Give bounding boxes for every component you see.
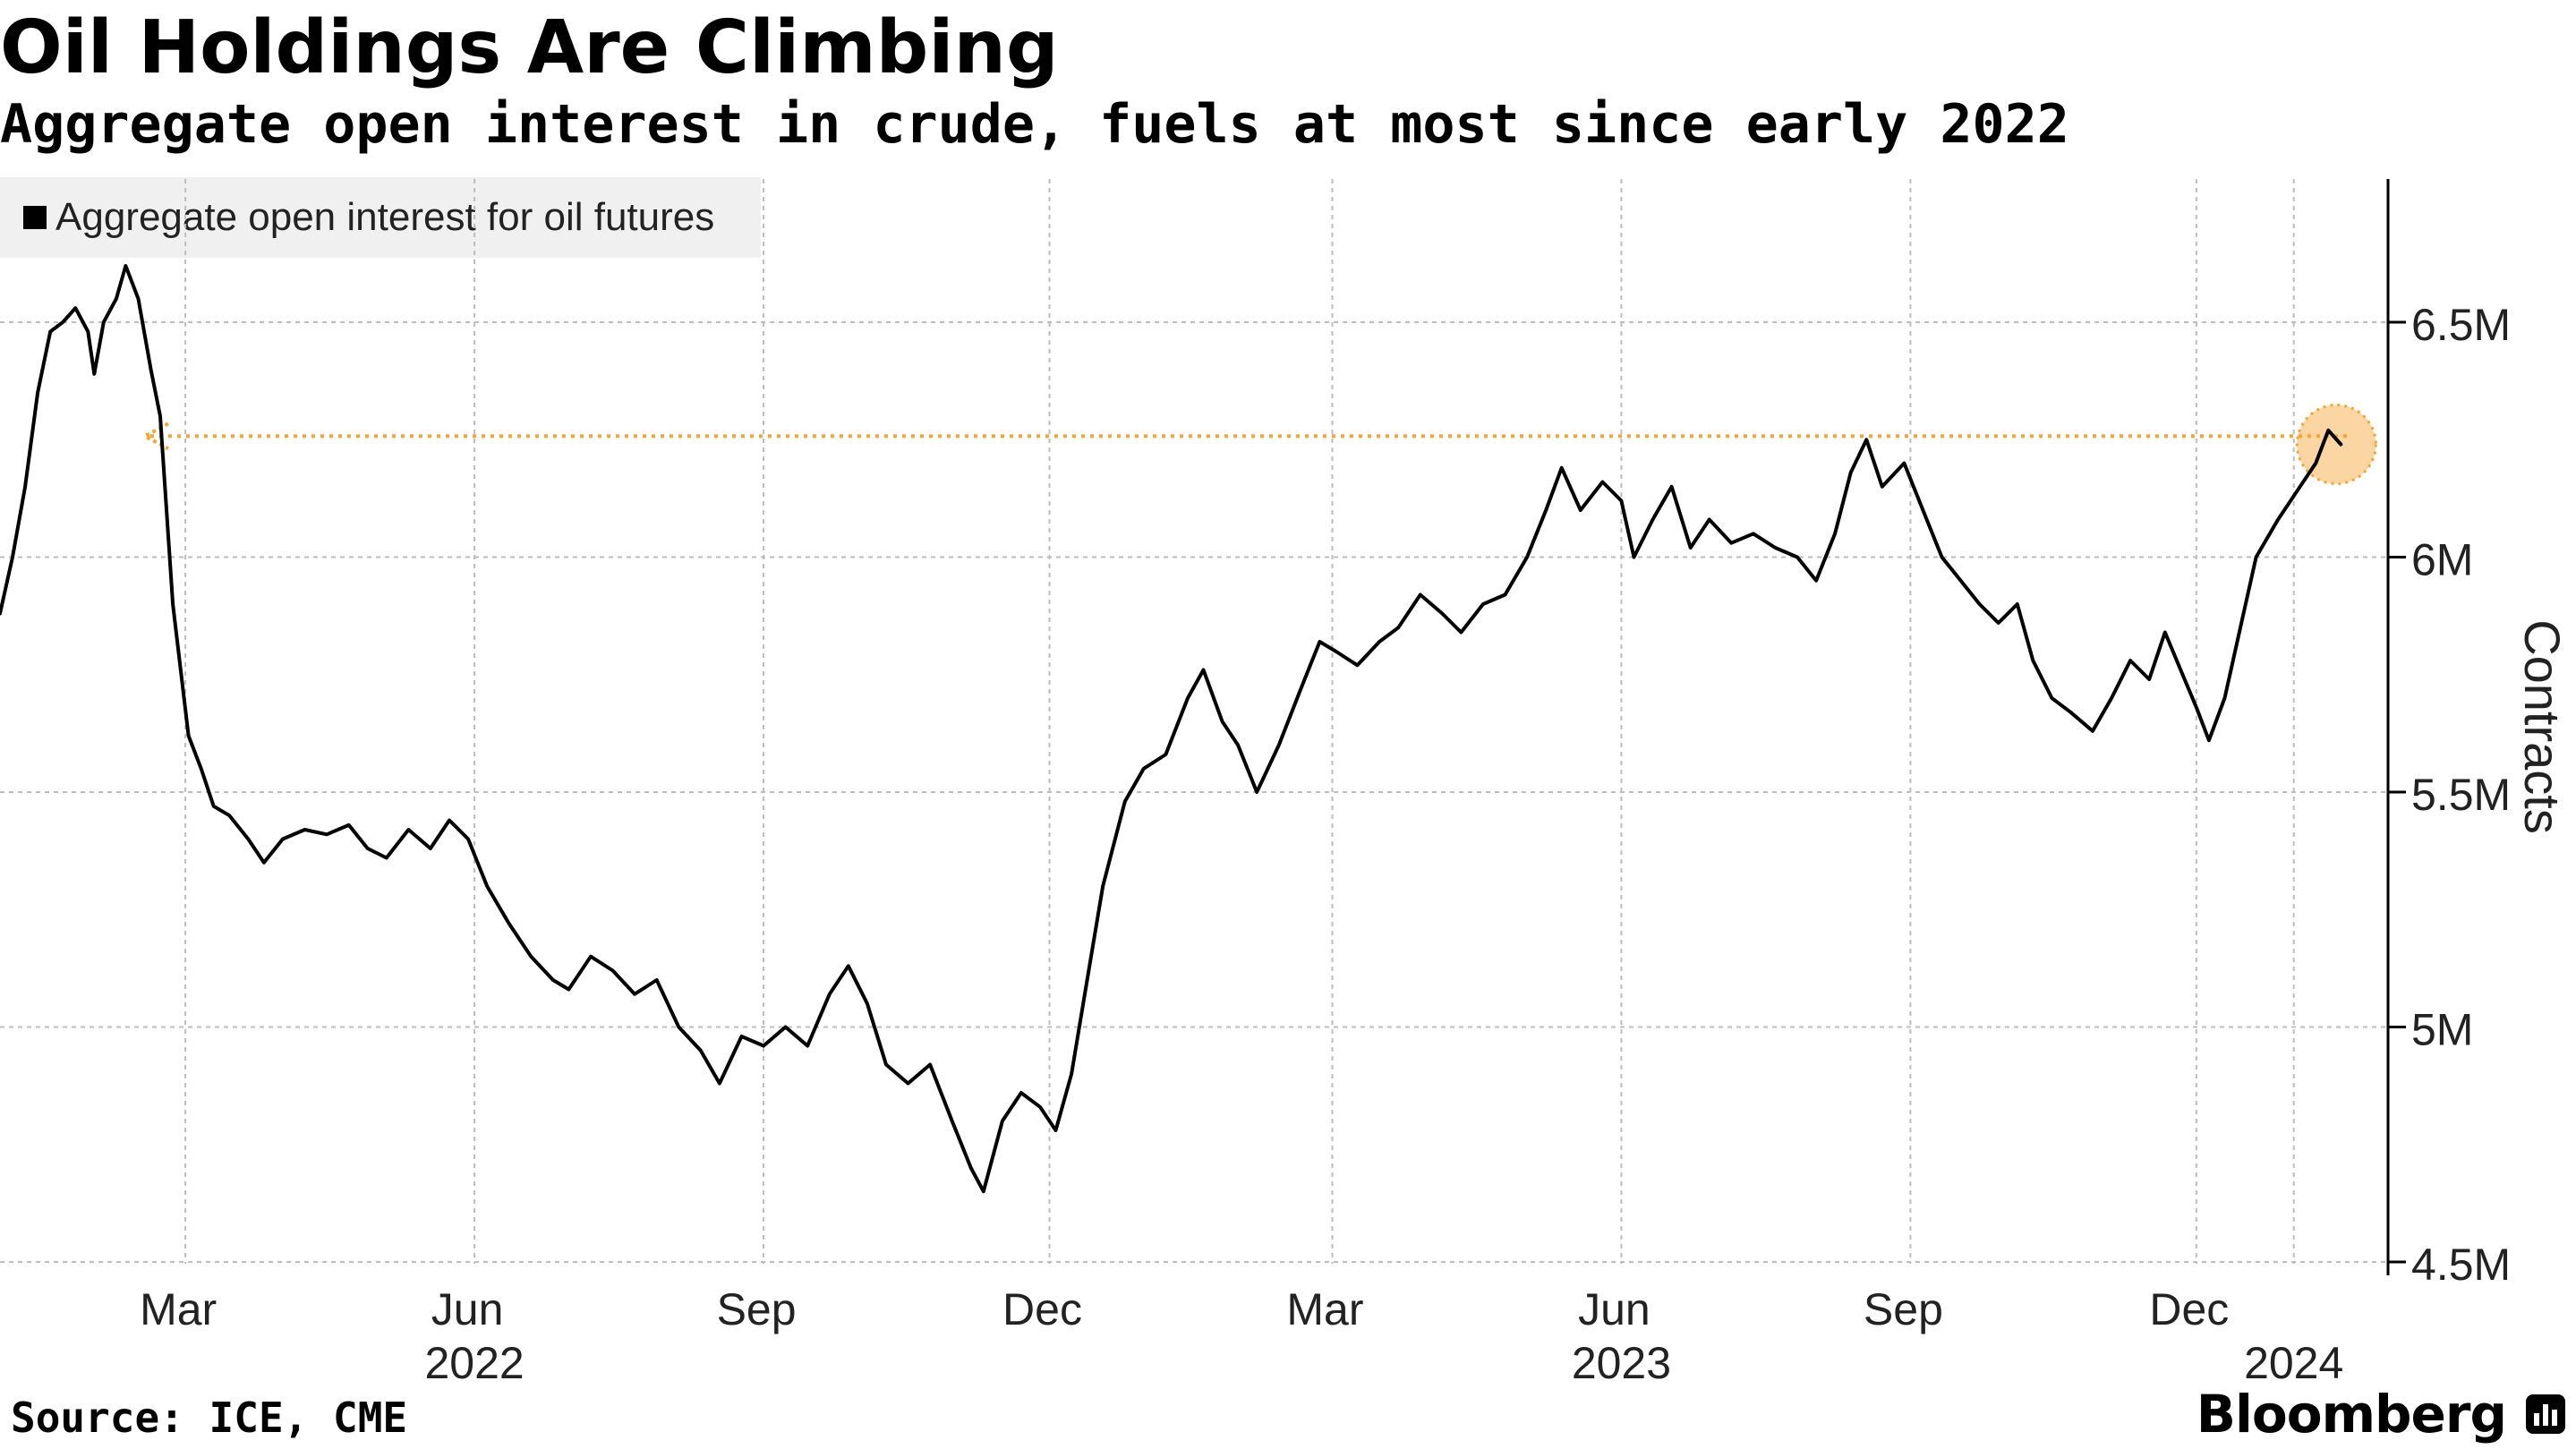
- reference-arrowhead: [141, 422, 169, 451]
- annotation: [141, 404, 2377, 485]
- y-tick-label: 4.5M: [2411, 1240, 2511, 1290]
- grid: [0, 179, 2388, 1264]
- series-group: [0, 264, 2343, 1194]
- x-tick-label: Dec: [1002, 1284, 1082, 1334]
- x-tick-label: Jun: [1578, 1284, 1651, 1334]
- x-year-label: 2024: [2244, 1338, 2343, 1388]
- y-tick-label: 5.5M: [2411, 770, 2511, 820]
- chart-title: Oil Holdings Are Climbing: [0, 5, 1059, 90]
- x-year-label: 2023: [1572, 1338, 1671, 1388]
- bloomberg-chart-icon: [2526, 1394, 2565, 1434]
- x-tick-label: Jun: [431, 1284, 504, 1334]
- source-note: Source: ICE, CME: [11, 1394, 408, 1442]
- brand-logo: Bloomberg: [2196, 1384, 2507, 1445]
- y-tick-label: 6M: [2411, 535, 2473, 585]
- y-axis: 4.5M 5M 5.5M 6M 6.5M: [2386, 179, 2511, 1290]
- x-tick-label: Mar: [140, 1284, 217, 1334]
- chart-subtitle: Aggregate open interest in crude, fuels …: [0, 93, 2069, 156]
- x-tick-label: Sep: [1864, 1284, 1943, 1334]
- series-line-open-interest: [0, 264, 2343, 1194]
- x-year-label: 2022: [424, 1338, 524, 1388]
- y-tick-label: 5M: [2411, 1005, 2473, 1055]
- y-axis-label: Contracts: [2514, 619, 2571, 834]
- legend: Aggregate open interest for oil futures: [0, 177, 761, 258]
- x-tick-label: Mar: [1286, 1284, 1363, 1334]
- legend-label: Aggregate open interest for oil futures: [55, 195, 715, 239]
- x-tick-label: Dec: [2149, 1284, 2229, 1334]
- legend-swatch: [23, 206, 47, 229]
- x-tick-label: Sep: [717, 1284, 797, 1334]
- y-tick-label: 6.5M: [2411, 300, 2511, 350]
